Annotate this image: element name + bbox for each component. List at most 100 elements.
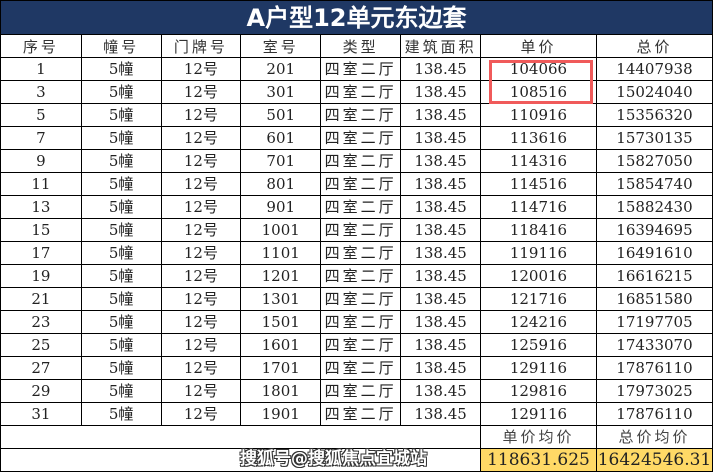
cell-building[interactable]: 5幢 xyxy=(80,149,162,173)
cell-unit-price[interactable]: 118416 xyxy=(480,218,597,242)
cell-building[interactable]: 5幢 xyxy=(80,402,162,426)
cell-unit-price[interactable]: 124216 xyxy=(480,310,597,334)
cell-seq[interactable]: 25 xyxy=(0,333,82,357)
cell-total-price[interactable]: 16491610 xyxy=(595,241,713,265)
cell-building[interactable]: 5幢 xyxy=(80,287,162,311)
cell-area[interactable]: 138.45 xyxy=(400,287,482,311)
cell-type[interactable]: 四室二厅 xyxy=(320,264,402,288)
cell-unit-price[interactable]: 129116 xyxy=(480,356,597,380)
cell-type[interactable]: 四室二厅 xyxy=(320,241,402,265)
cell-room[interactable]: 901 xyxy=(240,195,322,219)
cell-area[interactable]: 138.45 xyxy=(400,103,482,127)
cell-area[interactable]: 138.45 xyxy=(400,264,482,288)
cell-door[interactable]: 12号 xyxy=(160,287,242,311)
cell-door[interactable]: 12号 xyxy=(160,126,242,150)
cell-total-price[interactable]: 14407938 xyxy=(595,57,713,81)
cell-total-price[interactable]: 17433070 xyxy=(595,333,713,357)
cell-building[interactable]: 5幢 xyxy=(80,103,162,127)
cell-door[interactable]: 12号 xyxy=(160,356,242,380)
cell-room[interactable]: 1901 xyxy=(240,402,322,426)
cell-type[interactable]: 四室二厅 xyxy=(320,195,402,219)
cell-seq[interactable]: 29 xyxy=(0,379,82,403)
cell-building[interactable]: 5幢 xyxy=(80,218,162,242)
cell-building[interactable]: 5幢 xyxy=(80,356,162,380)
cell-type[interactable]: 四室二厅 xyxy=(320,126,402,150)
cell-type[interactable]: 四室二厅 xyxy=(320,218,402,242)
cell-total-price[interactable]: 15730135 xyxy=(595,126,713,150)
cell-door[interactable]: 12号 xyxy=(160,103,242,127)
cell-area[interactable]: 138.45 xyxy=(400,218,482,242)
cell-room[interactable]: 1801 xyxy=(240,379,322,403)
cell-seq[interactable]: 11 xyxy=(0,172,82,196)
cell-unit-price[interactable]: 129816 xyxy=(480,379,597,403)
cell-type[interactable]: 四室二厅 xyxy=(320,172,402,196)
cell-room[interactable]: 1501 xyxy=(240,310,322,334)
cell-unit-price[interactable]: 114516 xyxy=(480,172,597,196)
cell-total-price[interactable]: 15356320 xyxy=(595,103,713,127)
cell-total-price[interactable]: 15854740 xyxy=(595,172,713,196)
cell-door[interactable]: 12号 xyxy=(160,379,242,403)
cell-room[interactable]: 201 xyxy=(240,57,322,81)
cell-unit-price[interactable]: 113616 xyxy=(480,126,597,150)
cell-seq[interactable]: 19 xyxy=(0,264,82,288)
total-avg-value[interactable]: 16424546.31 xyxy=(595,448,713,472)
cell-seq[interactable]: 5 xyxy=(0,103,82,127)
cell-type[interactable]: 四室二厅 xyxy=(320,80,402,104)
cell-unit-price[interactable]: 121716 xyxy=(480,287,597,311)
cell-type[interactable]: 四室二厅 xyxy=(320,310,402,334)
cell-total-price[interactable]: 17197705 xyxy=(595,310,713,334)
cell-total-price[interactable]: 15882430 xyxy=(595,195,713,219)
cell-area[interactable]: 138.45 xyxy=(400,57,482,81)
cell-seq[interactable]: 27 xyxy=(0,356,82,380)
cell-seq[interactable]: 3 xyxy=(0,80,82,104)
cell-room[interactable]: 1301 xyxy=(240,287,322,311)
cell-unit-price[interactable]: 114716 xyxy=(480,195,597,219)
cell-seq[interactable]: 17 xyxy=(0,241,82,265)
cell-room[interactable]: 1601 xyxy=(240,333,322,357)
cell-door[interactable]: 12号 xyxy=(160,402,242,426)
cell-unit-price[interactable]: 129116 xyxy=(480,402,597,426)
cell-seq[interactable]: 1 xyxy=(0,57,82,81)
cell-area[interactable]: 138.45 xyxy=(400,195,482,219)
cell-area[interactable]: 138.45 xyxy=(400,80,482,104)
cell-building[interactable]: 5幢 xyxy=(80,57,162,81)
cell-total-price[interactable]: 17876110 xyxy=(595,402,713,426)
cell-building[interactable]: 5幢 xyxy=(80,126,162,150)
cell-area[interactable]: 138.45 xyxy=(400,126,482,150)
cell-type[interactable]: 四室二厅 xyxy=(320,149,402,173)
cell-total-price[interactable]: 16616215 xyxy=(595,264,713,288)
cell-area[interactable]: 138.45 xyxy=(400,310,482,334)
cell-door[interactable]: 12号 xyxy=(160,149,242,173)
cell-unit-price[interactable]: 119116 xyxy=(480,241,597,265)
cell-room[interactable]: 601 xyxy=(240,126,322,150)
cell-building[interactable]: 5幢 xyxy=(80,310,162,334)
cell-total-price[interactable]: 16851580 xyxy=(595,287,713,311)
cell-building[interactable]: 5幢 xyxy=(80,80,162,104)
cell-room[interactable]: 301 xyxy=(240,80,322,104)
cell-unit-price[interactable]: 110916 xyxy=(480,103,597,127)
cell-building[interactable]: 5幢 xyxy=(80,241,162,265)
cell-total-price[interactable]: 15024040 xyxy=(595,80,713,104)
cell-seq[interactable]: 23 xyxy=(0,310,82,334)
cell-seq[interactable]: 31 xyxy=(0,402,82,426)
cell-seq[interactable]: 9 xyxy=(0,149,82,173)
cell-room[interactable]: 801 xyxy=(240,172,322,196)
cell-total-price[interactable]: 16394695 xyxy=(595,218,713,242)
cell-building[interactable]: 5幢 xyxy=(80,264,162,288)
cell-door[interactable]: 12号 xyxy=(160,310,242,334)
cell-total-price[interactable]: 17973025 xyxy=(595,379,713,403)
cell-door[interactable]: 12号 xyxy=(160,218,242,242)
cell-type[interactable]: 四室二厅 xyxy=(320,356,402,380)
cell-area[interactable]: 138.45 xyxy=(400,172,482,196)
cell-door[interactable]: 12号 xyxy=(160,241,242,265)
cell-seq[interactable]: 21 xyxy=(0,287,82,311)
cell-unit-price[interactable]: 125916 xyxy=(480,333,597,357)
cell-unit-price[interactable]: 108516 xyxy=(480,80,597,104)
cell-total-price[interactable]: 17876110 xyxy=(595,356,713,380)
cell-door[interactable]: 12号 xyxy=(160,333,242,357)
cell-area[interactable]: 138.45 xyxy=(400,333,482,357)
cell-area[interactable]: 138.45 xyxy=(400,241,482,265)
cell-type[interactable]: 四室二厅 xyxy=(320,103,402,127)
cell-unit-price[interactable]: 114316 xyxy=(480,149,597,173)
cell-door[interactable]: 12号 xyxy=(160,172,242,196)
